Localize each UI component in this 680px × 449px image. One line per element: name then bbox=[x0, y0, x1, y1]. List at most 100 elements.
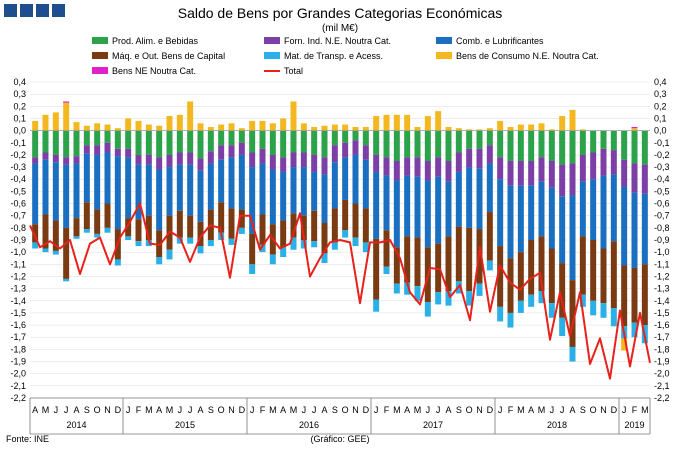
x-tick-label: J bbox=[426, 405, 431, 415]
bar-segment-mat bbox=[104, 227, 111, 233]
bar-segment-mat bbox=[207, 240, 214, 247]
y-tick-label-left: -1,5 bbox=[10, 308, 26, 318]
bar-segment-forn bbox=[435, 157, 442, 177]
bar-segment-forn bbox=[63, 157, 70, 165]
bar-segment-forn bbox=[342, 142, 349, 158]
legend-swatch bbox=[92, 67, 108, 74]
x-tick-label: N bbox=[352, 405, 359, 415]
bar-segment-forn bbox=[300, 152, 307, 168]
y-tick-label-right: -0,4 bbox=[654, 174, 670, 184]
bar-segment-food bbox=[104, 130, 111, 143]
bar-segment-maq bbox=[621, 265, 628, 327]
bar-segment-food bbox=[249, 130, 256, 153]
bar-segment-comb bbox=[94, 154, 101, 210]
bar-segment-food bbox=[166, 130, 173, 155]
x-tick-label: A bbox=[73, 405, 79, 415]
bar-segment-bens bbox=[507, 126, 514, 131]
bar-segment-mat bbox=[610, 308, 617, 327]
bar-segment-food bbox=[455, 130, 462, 153]
y-tick-label-right: -2,1 bbox=[654, 381, 670, 391]
bar-segment-comb bbox=[249, 167, 256, 234]
bar-segment-comb bbox=[238, 154, 245, 210]
x-tick-label: M bbox=[517, 405, 525, 415]
bar-segment-comb bbox=[383, 175, 390, 231]
bar-segment-forn bbox=[135, 154, 142, 165]
bar-segment-food bbox=[517, 130, 524, 161]
bar-segment-forn bbox=[352, 140, 359, 155]
x-tick-label: N bbox=[476, 405, 483, 415]
y-tick-label-right: -0,9 bbox=[654, 235, 670, 245]
bar-segment-comb bbox=[497, 179, 504, 247]
year-label: 2019 bbox=[624, 420, 644, 430]
bar-segment-mat bbox=[383, 266, 390, 275]
bar-segment-bens bbox=[497, 120, 504, 131]
y-tick-label-left: -0,8 bbox=[10, 223, 26, 233]
bar-segment-mat bbox=[538, 291, 545, 304]
bar-segment-forn bbox=[486, 145, 493, 164]
bar-segment-mat bbox=[600, 303, 607, 318]
bar-segment-bens bbox=[404, 114, 411, 131]
bar-segment-maq bbox=[559, 263, 566, 318]
bar-segment-forn bbox=[393, 161, 400, 181]
y-tick-label-left: -0,6 bbox=[10, 199, 26, 209]
bar-segment-forn bbox=[383, 157, 390, 176]
bar-segment-forn bbox=[497, 157, 504, 180]
bar-segment-food bbox=[424, 130, 431, 161]
bar-segment-comb bbox=[590, 179, 597, 240]
bar-segment-forn bbox=[373, 154, 380, 172]
bar-segment-mat bbox=[311, 241, 318, 248]
bar-segment-food bbox=[187, 130, 194, 153]
x-tick-label: S bbox=[456, 405, 462, 415]
x-tick-label: J bbox=[622, 405, 627, 415]
bar-segment-bens bbox=[259, 120, 266, 131]
y-tick-label-left: -0,9 bbox=[10, 235, 26, 245]
bar-segment-bens bbox=[238, 128, 245, 131]
bar-segment-food bbox=[145, 130, 152, 155]
bar-segment-forn bbox=[114, 148, 121, 157]
bar-segment-bens bbox=[352, 126, 359, 131]
bar-segment-mat bbox=[125, 236, 132, 240]
bar-segment-forn bbox=[579, 154, 586, 182]
x-tick-label: O bbox=[218, 405, 225, 415]
bar-segment-forn bbox=[621, 159, 628, 187]
bar-segment-mat bbox=[362, 242, 369, 253]
y-tick-label-right: -1,6 bbox=[654, 320, 670, 330]
bar-segment-mat bbox=[63, 278, 70, 282]
x-tick-label: S bbox=[84, 405, 90, 415]
x-tick-label: J bbox=[126, 405, 131, 415]
y-tick-label-left: -1,2 bbox=[10, 271, 26, 281]
x-tick-label: M bbox=[166, 405, 174, 415]
bar-segment-maq bbox=[507, 258, 514, 313]
legend-item-bens: Bens de Consumo N.E. Noutra Cat. bbox=[436, 49, 608, 62]
bar-segment-bens bbox=[631, 128, 638, 131]
x-tick-label: D bbox=[611, 405, 618, 415]
bar-segment-maq bbox=[590, 240, 597, 301]
legend-line bbox=[264, 69, 280, 72]
bar-segment-maq bbox=[259, 214, 266, 245]
bar-segment-comb bbox=[393, 180, 400, 248]
bar-segment-comb bbox=[135, 164, 142, 220]
bar-segment-mat bbox=[249, 264, 256, 275]
bar-segment-mat bbox=[352, 237, 359, 247]
chart-subtitle: (mil M€) bbox=[321, 23, 359, 34]
bar-segment-mat bbox=[280, 247, 287, 258]
bar-segment-food bbox=[269, 130, 276, 155]
bar-segment-mat bbox=[331, 242, 338, 250]
bar-segment-food bbox=[445, 130, 452, 161]
bar-segment-maq bbox=[73, 218, 80, 237]
legend-label: Prod. Alim. e Bebidas bbox=[112, 35, 199, 46]
bar-segment-bens bbox=[476, 129, 483, 131]
bar-segment-mat bbox=[42, 248, 49, 253]
bar-segment-maq bbox=[311, 210, 318, 242]
y-tick-label-left: -1,1 bbox=[10, 259, 26, 269]
x-tick-label: D bbox=[115, 405, 122, 415]
bar-segment-comb bbox=[321, 174, 328, 223]
bar-segment-comb bbox=[404, 175, 411, 237]
bar-segment-forn bbox=[104, 142, 111, 153]
x-tick-label: F bbox=[260, 405, 266, 415]
bar-segment-comb bbox=[52, 162, 59, 221]
bar-segment-forn bbox=[176, 152, 183, 165]
x-tick-label: J bbox=[302, 405, 307, 415]
y-tick-label-right: -0,1 bbox=[654, 138, 670, 148]
bar-segment-maq bbox=[600, 248, 607, 304]
